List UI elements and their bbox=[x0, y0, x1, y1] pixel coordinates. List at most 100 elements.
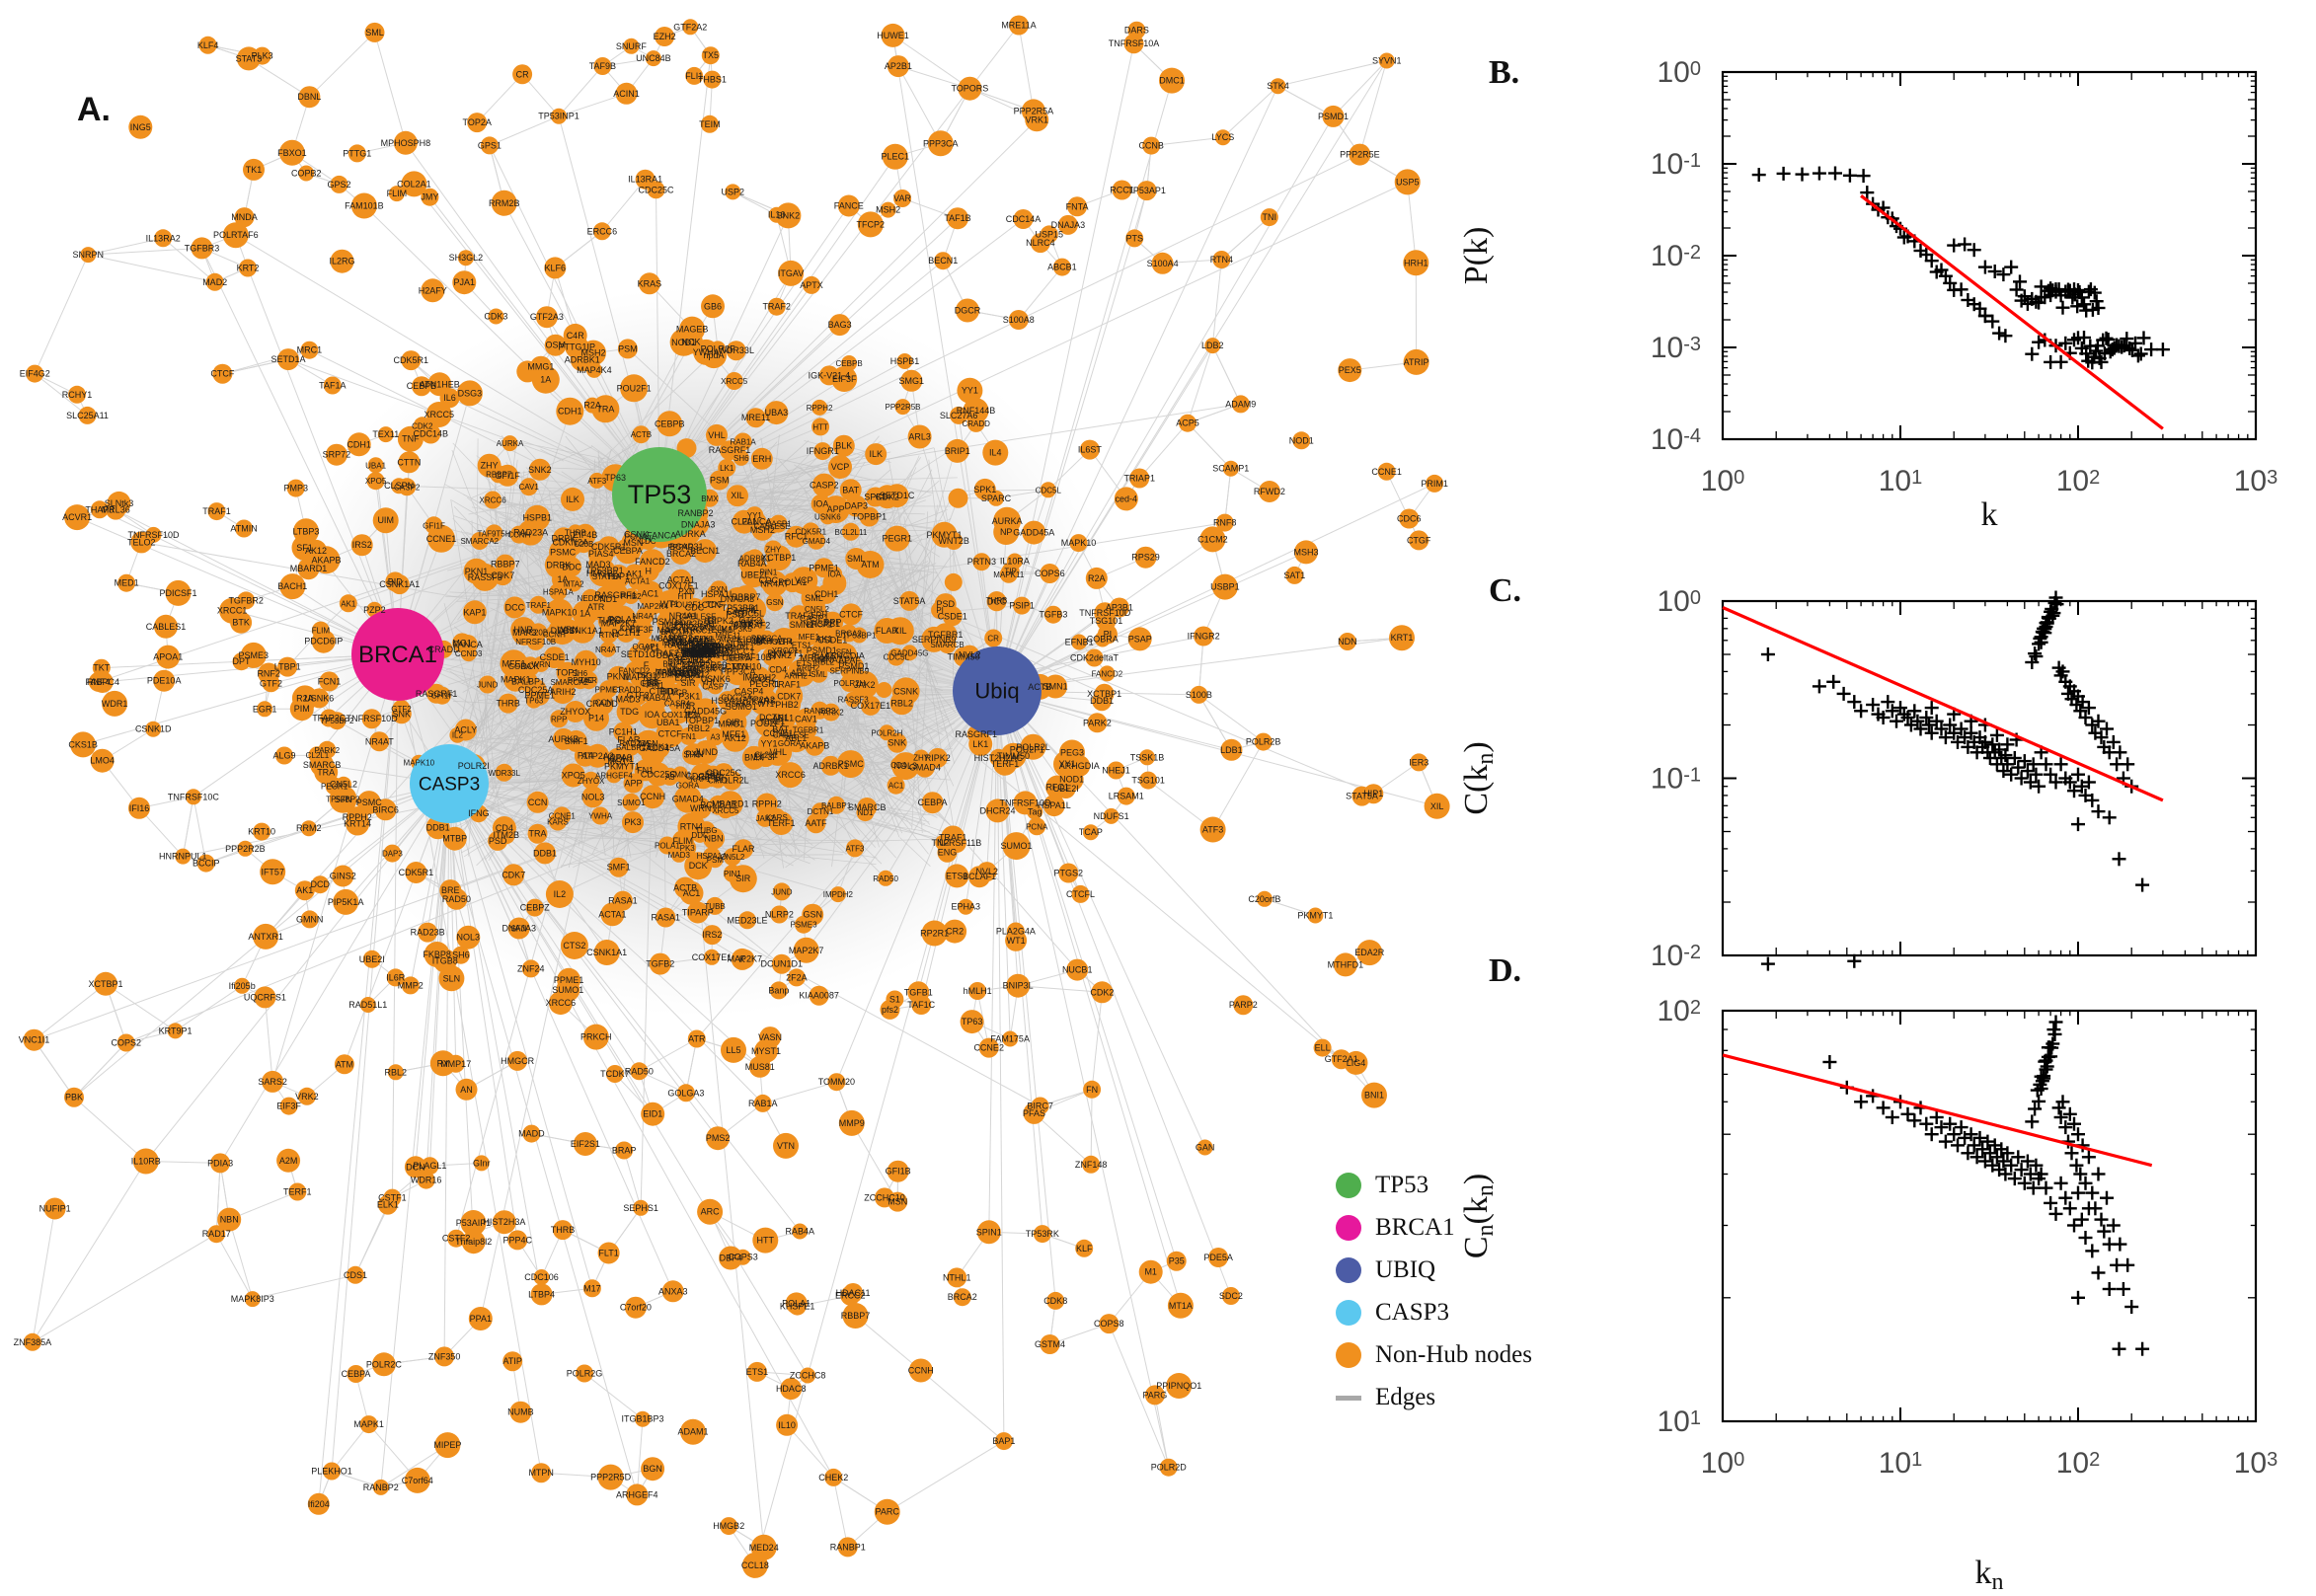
svg-text:MED23LE: MED23LE bbox=[727, 915, 767, 925]
svg-text:FAM101B: FAM101B bbox=[345, 201, 384, 211]
svg-text:RFC1: RFC1 bbox=[785, 532, 809, 542]
svg-text:101: 101 bbox=[1879, 465, 1923, 497]
svg-text:TRIAP1: TRIAP1 bbox=[1123, 474, 1155, 484]
svg-text:RPPH2: RPPH2 bbox=[343, 812, 372, 822]
svg-text:CDC25C: CDC25C bbox=[638, 185, 674, 194]
svg-text:TOPORS: TOPORS bbox=[951, 84, 988, 94]
svg-text:HSPB1: HSPB1 bbox=[890, 356, 920, 366]
svg-text:GInr: GInr bbox=[473, 1158, 491, 1168]
svg-text:CASP2: CASP2 bbox=[810, 481, 839, 491]
svg-text:TERF1: TERF1 bbox=[767, 818, 796, 828]
svg-text:RBBP7: RBBP7 bbox=[491, 560, 520, 570]
svg-text:PSME3: PSME3 bbox=[239, 650, 270, 660]
svg-text:POLR2C: POLR2C bbox=[366, 1359, 403, 1369]
svg-text:CKS1B: CKS1B bbox=[68, 739, 98, 749]
svg-text:COPB2: COPB2 bbox=[291, 169, 322, 179]
svg-text:GFI1F: GFI1F bbox=[495, 471, 520, 481]
svg-text:USP15: USP15 bbox=[1036, 229, 1064, 239]
svg-text:TP53RK: TP53RK bbox=[1026, 1229, 1059, 1239]
svg-text:PSME3: PSME3 bbox=[790, 921, 817, 930]
svg-text:COL2A1: COL2A1 bbox=[397, 179, 431, 189]
svg-text:SNK: SNK bbox=[888, 738, 907, 748]
svg-text:POU2F1: POU2F1 bbox=[671, 601, 703, 610]
svg-text:pfs2: pfs2 bbox=[882, 1005, 898, 1015]
svg-text:RAD17: RAD17 bbox=[202, 1229, 231, 1239]
svg-text:RAD51L1: RAD51L1 bbox=[348, 1000, 387, 1010]
svg-text:PPP3CA: PPP3CA bbox=[751, 635, 783, 644]
svg-text:1A: 1A bbox=[540, 375, 551, 385]
svg-text:CR: CR bbox=[516, 69, 529, 79]
svg-text:WDR1: WDR1 bbox=[102, 699, 128, 709]
svg-text:GOLGA3: GOLGA3 bbox=[667, 1088, 704, 1098]
svg-text:ANTXR1: ANTXR1 bbox=[248, 932, 283, 942]
svg-text:SNK2: SNK2 bbox=[528, 465, 552, 475]
svg-text:CD4: CD4 bbox=[769, 665, 787, 675]
svg-text:CEBPB: CEBPB bbox=[836, 359, 863, 368]
svg-text:10-2: 10-2 bbox=[1651, 240, 1701, 272]
svg-text:HTT: HTT bbox=[812, 422, 828, 431]
svg-text:SML: SML bbox=[365, 28, 384, 38]
svg-text:COX17E1: COX17E1 bbox=[692, 952, 733, 962]
svg-text:XRCC6: XRCC6 bbox=[480, 496, 507, 505]
svg-text:CDK7: CDK7 bbox=[502, 870, 525, 879]
svg-text:PEGR1: PEGR1 bbox=[749, 679, 780, 689]
svg-text:CCN: CCN bbox=[595, 699, 613, 708]
svg-text:TCDK7: TCDK7 bbox=[600, 1069, 630, 1079]
svg-text:NOD1: NOD1 bbox=[1059, 775, 1084, 785]
svg-text:TEX11: TEX11 bbox=[372, 429, 399, 439]
svg-text:PIM: PIM bbox=[294, 704, 310, 714]
svg-text:TOPBP1: TOPBP1 bbox=[681, 647, 716, 657]
svg-text:XIL: XIL bbox=[1430, 801, 1444, 811]
svg-text:UBE2I: UBE2I bbox=[1053, 784, 1079, 794]
svg-text:VCP: VCP bbox=[831, 462, 850, 472]
svg-text:RBL2: RBL2 bbox=[385, 1067, 408, 1077]
svg-text:MIPEP: MIPEP bbox=[433, 1440, 461, 1450]
svg-text:YWHA: YWHA bbox=[588, 812, 613, 821]
svg-text:BTK: BTK bbox=[232, 618, 250, 628]
svg-text:SML: SML bbox=[847, 554, 866, 564]
svg-text:DCD: DCD bbox=[311, 879, 331, 889]
svg-text:MAPK10: MAPK10 bbox=[1061, 538, 1097, 548]
svg-text:CTTN: CTTN bbox=[397, 457, 421, 467]
svg-text:ZNF350: ZNF350 bbox=[428, 1351, 461, 1361]
svg-text:FBXO1: FBXO1 bbox=[277, 148, 307, 158]
svg-text:ETS1: ETS1 bbox=[946, 871, 968, 880]
svg-text:MBARD1: MBARD1 bbox=[712, 798, 749, 808]
svg-text:DARS: DARS bbox=[1124, 26, 1149, 36]
svg-text:POLR2B: POLR2B bbox=[1246, 737, 1281, 747]
svg-text:FANCA: FANCA bbox=[453, 640, 483, 649]
svg-text:ITGB1BP3: ITGB1BP3 bbox=[621, 1414, 663, 1424]
svg-text:SMG1: SMG1 bbox=[899, 376, 925, 386]
svg-text:GSN: GSN bbox=[803, 910, 822, 920]
svg-text:AK12: AK12 bbox=[305, 546, 327, 556]
svg-text:ABCB1: ABCB1 bbox=[1047, 263, 1077, 272]
svg-text:RANBP1: RANBP1 bbox=[830, 1542, 866, 1552]
svg-text:100: 100 bbox=[1658, 56, 1702, 89]
svg-text:CDC5L: CDC5L bbox=[1036, 486, 1062, 494]
svg-text:APTX: APTX bbox=[800, 280, 823, 290]
svg-text:SEPHS1: SEPHS1 bbox=[623, 1203, 658, 1213]
svg-text:HIST2H3A: HIST2H3A bbox=[483, 1217, 525, 1227]
svg-text:COPS8: COPS8 bbox=[1094, 1319, 1124, 1329]
svg-text:TNFRSF10D: TNFRSF10D bbox=[127, 530, 180, 540]
svg-text:GAN: GAN bbox=[1196, 1143, 1215, 1153]
svg-text:TP63: TP63 bbox=[605, 473, 627, 483]
svg-text:CDK8: CDK8 bbox=[1043, 1296, 1067, 1306]
svg-text:PXN: PXN bbox=[678, 587, 695, 596]
svg-text:FN: FN bbox=[1086, 1085, 1098, 1095]
svg-text:PK3: PK3 bbox=[624, 817, 641, 827]
svg-text:FANCA: FANCA bbox=[647, 531, 676, 541]
svg-text:CSNK1D: CSNK1D bbox=[135, 724, 172, 734]
svg-text:PLEKHO1: PLEKHO1 bbox=[311, 1467, 352, 1477]
svg-text:MAP4K4: MAP4K4 bbox=[577, 365, 612, 375]
svg-text:TAF1B: TAF1B bbox=[944, 213, 970, 223]
svg-text:PK3: PK3 bbox=[680, 844, 696, 853]
svg-text:CDK2: CDK2 bbox=[1090, 987, 1114, 997]
svg-text:CSDE1: CSDE1 bbox=[540, 652, 570, 662]
svg-text:NUMB: NUMB bbox=[507, 1407, 534, 1417]
svg-text:ATRIP: ATRIP bbox=[1404, 357, 1429, 367]
svg-text:CN5L2: CN5L2 bbox=[330, 780, 357, 790]
svg-text:BAP1: BAP1 bbox=[992, 1436, 1015, 1446]
svg-text:H: H bbox=[646, 566, 653, 575]
svg-text:GPS2: GPS2 bbox=[327, 180, 350, 190]
